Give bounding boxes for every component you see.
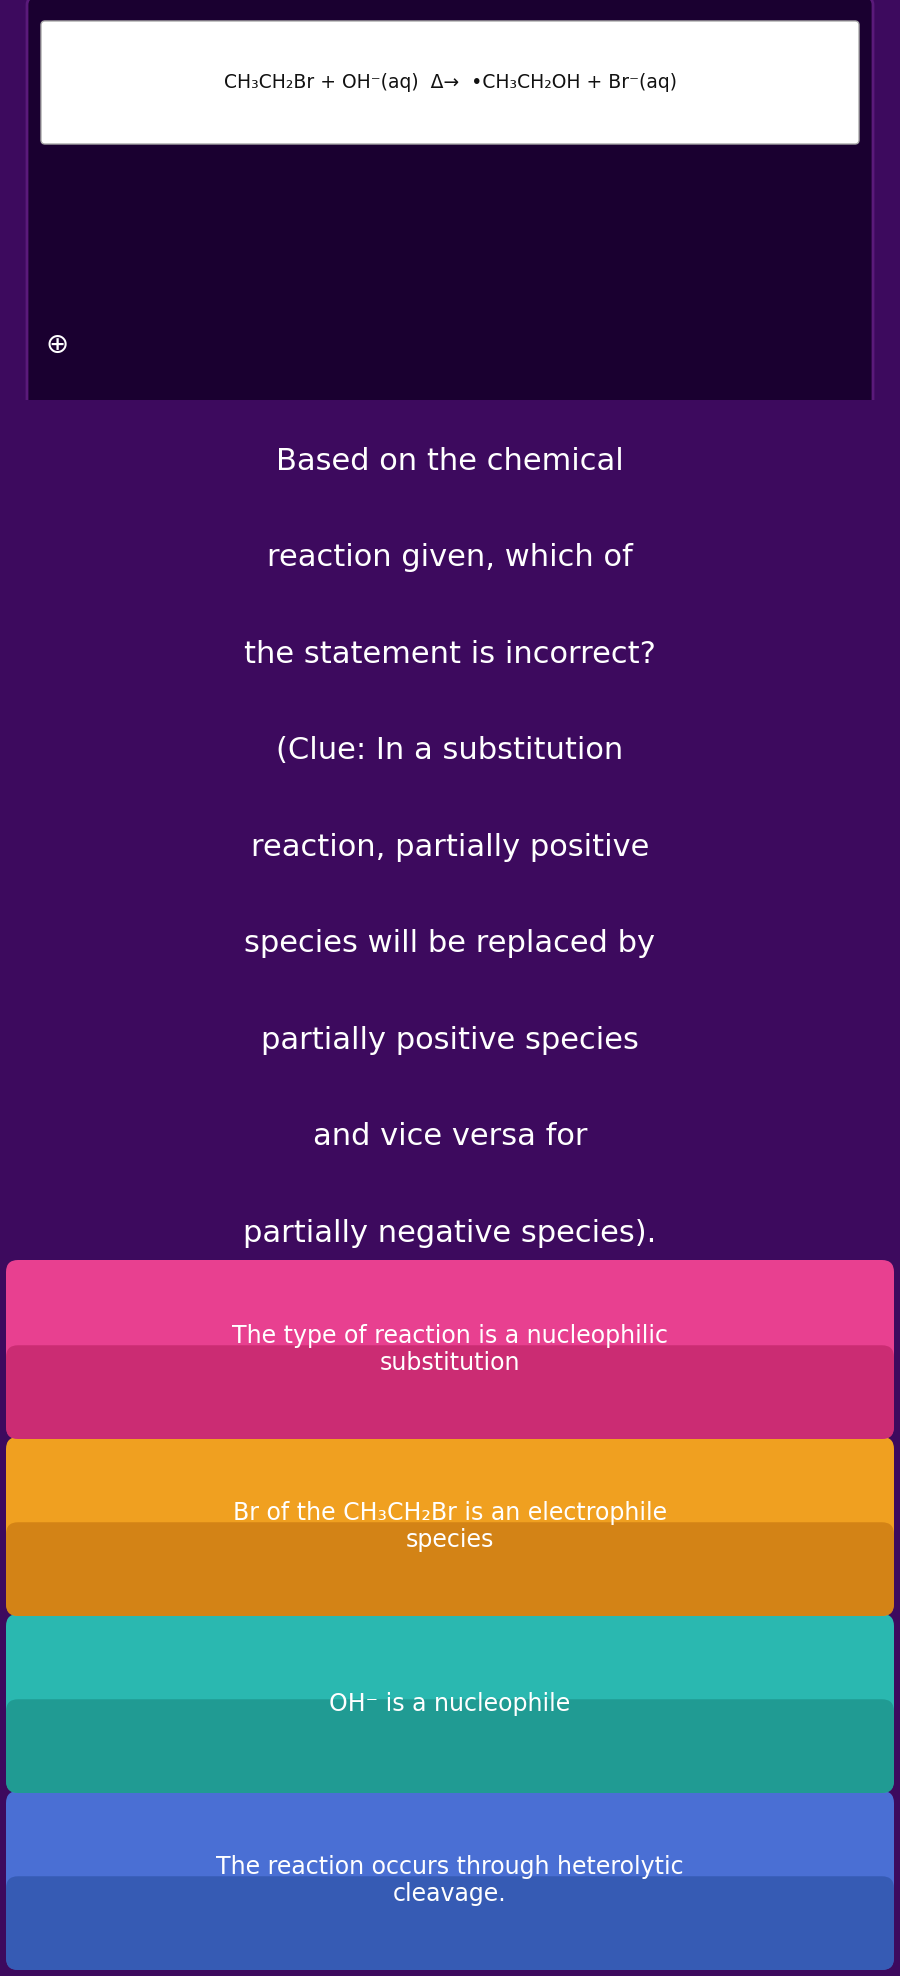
Text: the statement is incorrect?: the statement is incorrect? <box>244 640 656 670</box>
FancyBboxPatch shape <box>0 399 900 1322</box>
FancyBboxPatch shape <box>27 0 873 407</box>
Text: reaction given, which of: reaction given, which of <box>267 543 633 573</box>
Text: species will be replaced by: species will be replaced by <box>245 929 655 958</box>
Text: partially negative species).: partially negative species). <box>243 1219 657 1247</box>
Text: Based on the chemical: Based on the chemical <box>276 447 624 476</box>
Text: Br of the CH₃CH₂Br is an electrophile
species: Br of the CH₃CH₂Br is an electrophile sp… <box>233 1500 667 1553</box>
FancyBboxPatch shape <box>6 1699 894 1792</box>
FancyBboxPatch shape <box>6 1614 894 1792</box>
FancyBboxPatch shape <box>6 1261 894 1439</box>
Text: reaction, partially positive: reaction, partially positive <box>251 832 649 862</box>
FancyBboxPatch shape <box>41 22 859 144</box>
FancyBboxPatch shape <box>6 1346 894 1439</box>
Text: CH₃CH₂Br + OH⁻(aq)  Δ→  •CH₃CH₂OH + Br⁻(aq): CH₃CH₂Br + OH⁻(aq) Δ→ •CH₃CH₂OH + Br⁻(aq… <box>223 73 677 93</box>
FancyBboxPatch shape <box>6 1522 894 1616</box>
FancyBboxPatch shape <box>6 1790 894 1970</box>
Text: and vice versa for: and vice versa for <box>313 1122 587 1152</box>
Text: OH⁻ is a nucleophile: OH⁻ is a nucleophile <box>329 1691 571 1715</box>
Text: The reaction occurs through heterolytic
cleavage.: The reaction occurs through heterolytic … <box>216 1855 684 1907</box>
Text: ⊕: ⊕ <box>45 332 68 360</box>
FancyBboxPatch shape <box>6 1877 894 1970</box>
Text: The type of reaction is a nucleophilic
substitution: The type of reaction is a nucleophilic s… <box>232 1324 668 1375</box>
Text: (Clue: In a substitution: (Clue: In a substitution <box>276 737 624 765</box>
Text: partially positive species: partially positive species <box>261 1026 639 1055</box>
FancyBboxPatch shape <box>6 1437 894 1616</box>
